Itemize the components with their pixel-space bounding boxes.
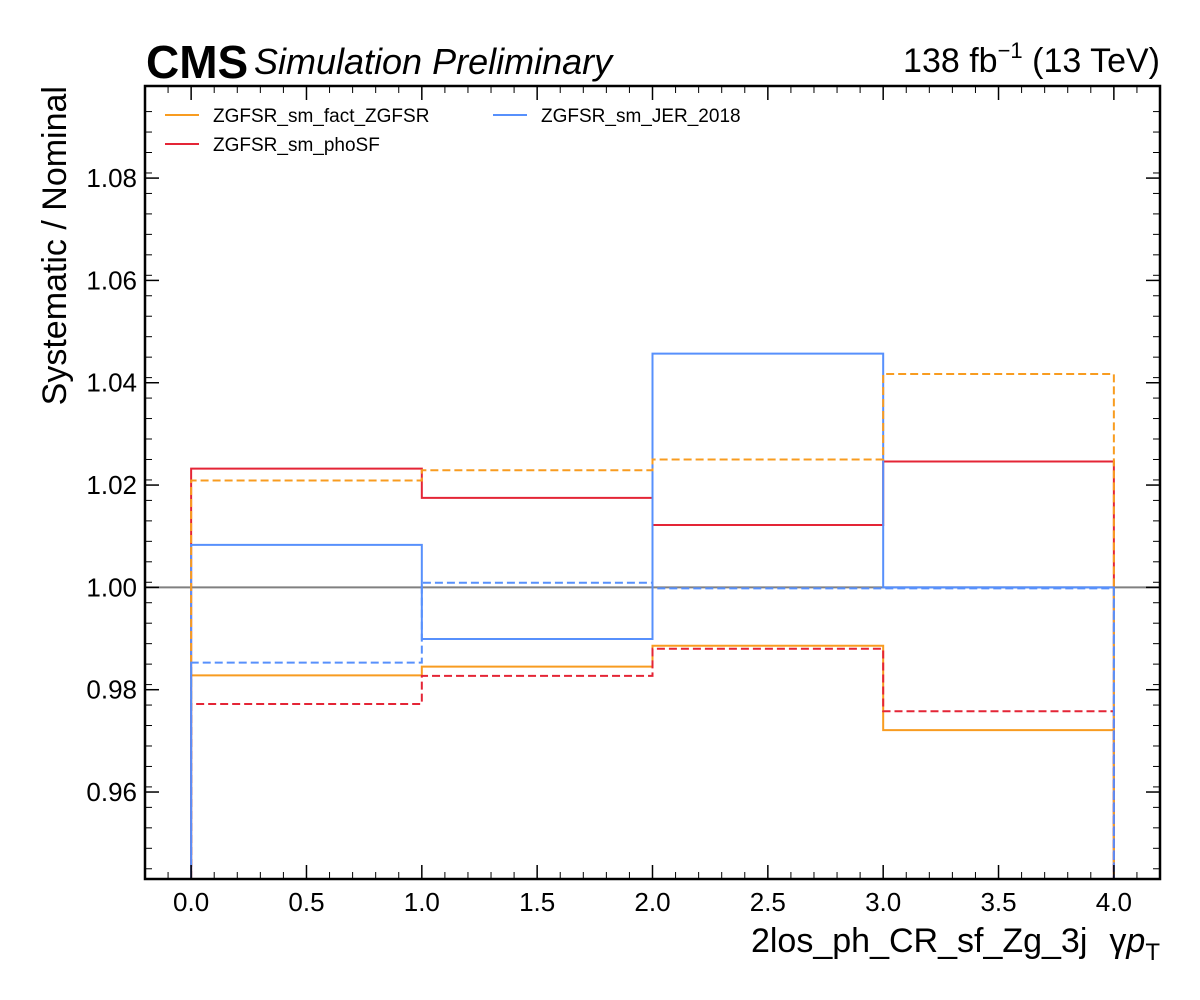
x-tick-label: 2.5 <box>750 887 786 917</box>
series-line-4 <box>190 647 1115 879</box>
x-axis-label: 2los_ph_CR_sf_Zg_3j γpT <box>751 922 1160 966</box>
ticks-group: 0.0 0.5 1.0 1.5 2.0 2.5 3.0 3.5 4.0 0.96 0.98 1.00 1… <box>86 86 1160 917</box>
x-tick-label: 1.0 <box>404 887 440 917</box>
series-line-3 <box>190 373 1115 879</box>
y-axis-label: Systematic / Nominal <box>36 86 74 405</box>
legend-label: ZGFSR_sm_JER_2018 <box>541 106 741 127</box>
y-tick-label: 0.96 <box>86 777 137 807</box>
plot-frame <box>143 84 1162 881</box>
y-tick-label: 1.04 <box>86 368 137 398</box>
luminosity-label: 138 fb−1 (13 TeV) <box>903 38 1160 80</box>
x-tick-label: 2.0 <box>634 887 670 917</box>
y-tick-label: 1.02 <box>86 470 137 500</box>
experiment-label: CMS <box>146 36 248 88</box>
y-tick-label: 1.00 <box>86 572 137 602</box>
series-group <box>190 352 1115 879</box>
x-tick-label: 4.0 <box>1096 887 1132 917</box>
series-line-5 <box>190 581 1115 879</box>
x-tick-label: 3.0 <box>865 887 901 917</box>
legend: ZGFSR_sm_fact_ZGFSR ZGFSR_sm_phoSF ZGFSR_s… <box>165 106 741 156</box>
x-tick-label: 0.5 <box>288 887 324 917</box>
y-tick-label: 1.06 <box>86 265 137 295</box>
y-tick-label: 1.08 <box>86 163 137 193</box>
y-tick-label: 0.98 <box>86 675 137 705</box>
x-tick-label: 3.5 <box>980 887 1016 917</box>
x-tick-label: 0.0 <box>173 887 209 917</box>
legend-label: ZGFSR_sm_phoSF <box>213 135 380 156</box>
series-line-0 <box>190 644 1115 879</box>
status-label: Simulation Preliminary <box>254 41 614 82</box>
series-line-2 <box>190 352 1115 879</box>
x-tick-label: 1.5 <box>519 887 555 917</box>
legend-label: ZGFSR_sm_fact_ZGFSR <box>213 106 429 127</box>
